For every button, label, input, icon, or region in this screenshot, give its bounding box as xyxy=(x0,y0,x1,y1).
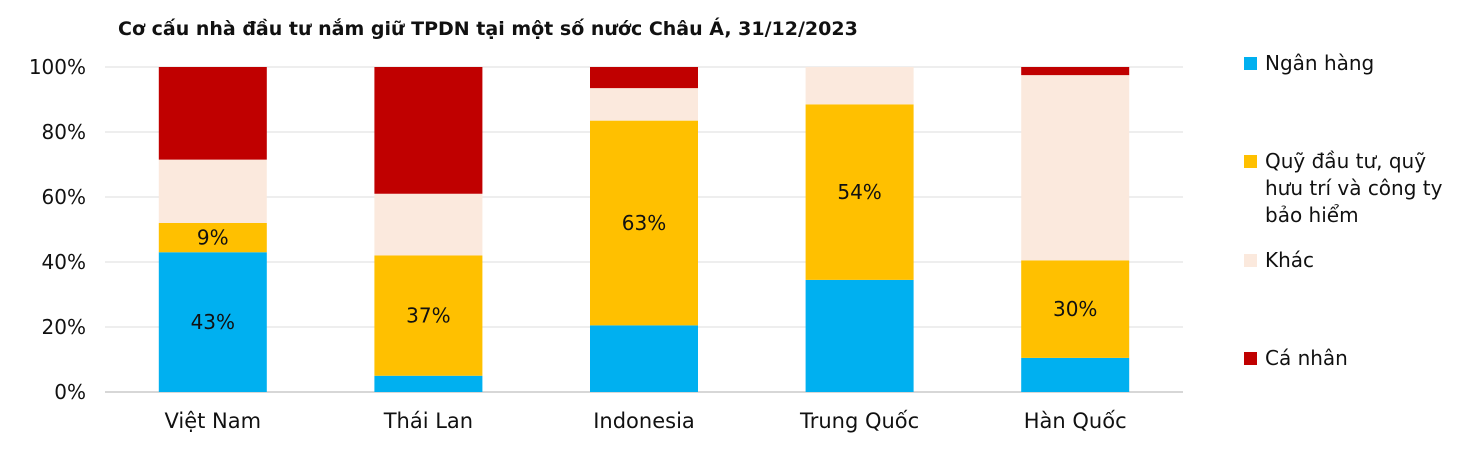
legend-swatch xyxy=(1244,155,1257,168)
y-tick-label: 0% xyxy=(54,380,86,404)
bar-segment xyxy=(805,67,914,105)
y-tick-label: 40% xyxy=(42,250,86,274)
bar-segment xyxy=(374,375,483,392)
legend: Ngân hàng Quỹ đầu tư, quỹ hưu trí và công … xyxy=(1244,51,1443,370)
bars xyxy=(158,67,1130,392)
x-category-label: Việt Nam xyxy=(164,409,261,433)
bar-segment xyxy=(1021,357,1130,392)
bar-data-label: 63% xyxy=(622,211,666,235)
legend-label: Quỹ đầu tư, quỹ hưu trí và công ty bảo hiể… xyxy=(1265,149,1443,227)
bar-segment xyxy=(1021,67,1130,76)
y-tick-label: 20% xyxy=(42,315,86,339)
legend-swatch xyxy=(1244,254,1257,267)
bar-segment xyxy=(1021,260,1130,358)
bar-segment xyxy=(374,193,483,256)
bar-data-label: 43% xyxy=(191,310,235,334)
x-axis-categories: Việt Nam Thái Lan Indonesia Trung Quốc Hàn Q… xyxy=(164,409,1126,433)
bar-segment xyxy=(590,67,698,89)
legend-swatch xyxy=(1244,352,1257,365)
bar-segment xyxy=(374,67,483,194)
y-tick-label: 60% xyxy=(42,185,86,209)
bar-segment xyxy=(590,120,698,326)
y-tick-label: 100% xyxy=(29,55,86,79)
y-axis-ticks: 0% 20% 40% 60% 80% 100% xyxy=(29,55,86,404)
bar-segment xyxy=(158,159,267,223)
legend-item: Khác xyxy=(1244,248,1314,272)
x-category-label: Thái Lan xyxy=(383,409,473,433)
bar-segment xyxy=(805,279,914,392)
legend-item: Quỹ đầu tư, quỹ hưu trí và công ty bảo hiể… xyxy=(1244,149,1443,227)
legend-item: Ngân hàng xyxy=(1244,51,1374,75)
chart-title: Cơ cấu nhà đầu tư nắm giữ TPDN tại một s… xyxy=(118,17,858,40)
x-category-label: Trung Quốc xyxy=(799,409,919,433)
bar-segment xyxy=(158,252,267,392)
bar-segment xyxy=(590,325,698,392)
legend-swatch xyxy=(1244,57,1257,70)
bar-segment xyxy=(805,104,914,280)
bar-data-labels: 43% 9% 37% 63% 54% 30% xyxy=(191,180,1098,334)
legend-label: Khác xyxy=(1265,248,1314,272)
bar-segment xyxy=(374,255,483,376)
bar-data-label: 30% xyxy=(1053,297,1097,321)
legend-label: Cá nhân xyxy=(1265,346,1348,370)
bar-segment xyxy=(590,88,698,121)
legend-label: Ngân hàng xyxy=(1265,51,1374,75)
bar-data-label: 9% xyxy=(197,226,229,250)
bar-data-label: 37% xyxy=(406,304,450,328)
bar-segment xyxy=(1021,75,1130,261)
bar-data-label: 54% xyxy=(837,180,881,204)
legend-item: Cá nhân xyxy=(1244,346,1348,370)
bar-segment xyxy=(158,223,267,253)
bar-segment xyxy=(158,67,267,160)
x-category-label: Indonesia xyxy=(593,409,695,433)
x-category-label: Hàn Quốc xyxy=(1024,409,1127,433)
y-tick-label: 80% xyxy=(42,120,86,144)
